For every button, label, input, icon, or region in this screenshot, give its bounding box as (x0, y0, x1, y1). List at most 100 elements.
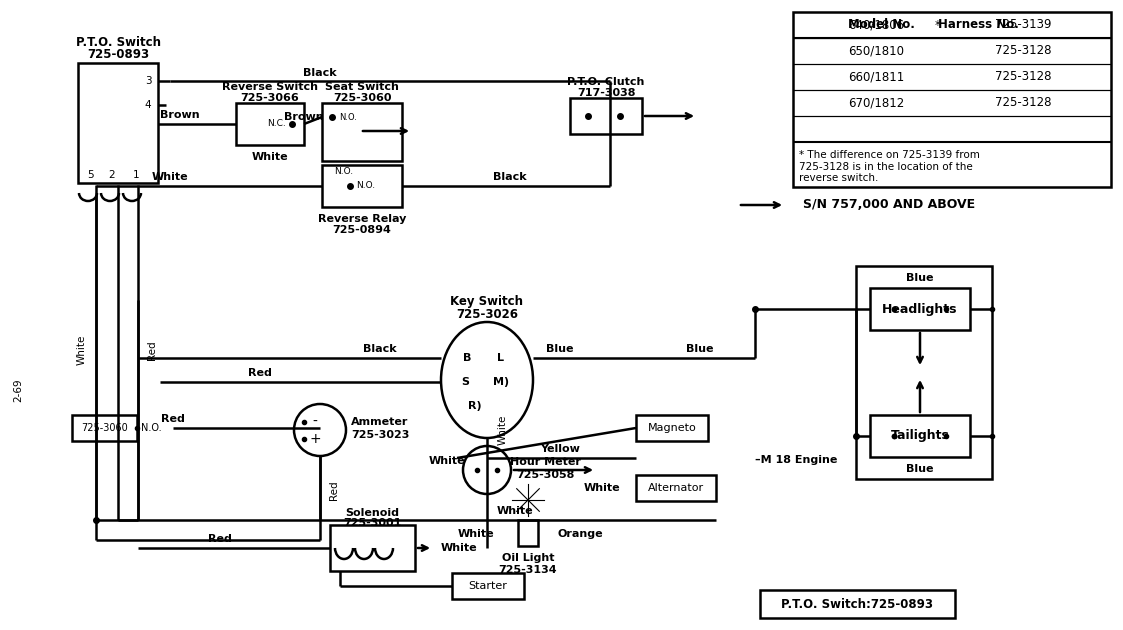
Text: 5: 5 (86, 170, 93, 180)
Text: P.T.O. Clutch: P.T.O. Clutch (567, 77, 645, 87)
Text: White: White (496, 506, 533, 516)
Text: White: White (77, 335, 86, 365)
Text: 2: 2 (109, 170, 116, 180)
Text: N.O.: N.O. (140, 423, 162, 433)
Text: Key Switch: Key Switch (450, 295, 523, 309)
Text: Hour Meter: Hour Meter (510, 457, 581, 467)
Text: N.O.: N.O. (339, 113, 357, 122)
Bar (856, 266, 992, 479)
Text: 1: 1 (133, 170, 139, 180)
Text: *: * (935, 18, 941, 32)
Bar (870, 288, 970, 330)
Text: 725-3128: 725-3128 (995, 45, 1051, 57)
Text: 4: 4 (145, 100, 152, 110)
Text: 725-3060: 725-3060 (81, 423, 128, 433)
Text: B: B (463, 353, 472, 363)
Text: 640/1806: 640/1806 (848, 18, 904, 32)
Text: 725-3128: 725-3128 (995, 96, 1051, 110)
Text: Ammeter: Ammeter (351, 417, 409, 427)
Text: Harness No.: Harness No. (938, 18, 1019, 32)
Text: Black: Black (493, 172, 527, 182)
Text: Seat Switch: Seat Switch (325, 82, 399, 92)
Text: * The difference on 725-3139 from
725-3128 is in the location of the
reverse swi: * The difference on 725-3139 from 725-31… (798, 150, 980, 183)
Bar (793, 12, 1111, 187)
Text: –M 18 Engine: –M 18 Engine (755, 455, 838, 465)
Text: White: White (497, 415, 508, 445)
Bar (870, 415, 970, 457)
Text: N.O.: N.O. (335, 166, 354, 176)
Text: Alternator: Alternator (648, 483, 704, 493)
Text: 650/1810: 650/1810 (848, 45, 904, 57)
Text: Orange: Orange (557, 529, 603, 539)
Text: 725-3060: 725-3060 (332, 93, 391, 103)
Text: N.O.: N.O. (356, 181, 375, 190)
Bar (760, 590, 955, 618)
Text: White: White (429, 456, 465, 466)
Text: 725-0893: 725-0893 (86, 49, 149, 62)
Bar (72, 415, 137, 441)
Text: Reverse Relay: Reverse Relay (318, 214, 407, 224)
Text: Solenoid: Solenoid (346, 508, 400, 518)
Text: White: White (440, 543, 477, 553)
Text: Blue: Blue (906, 273, 933, 283)
Text: Black: Black (303, 68, 337, 78)
Bar (636, 475, 716, 501)
Text: Red: Red (161, 414, 185, 424)
Text: Red: Red (329, 480, 339, 500)
Text: Magneto: Magneto (648, 423, 696, 433)
Text: 725-3001: 725-3001 (344, 518, 402, 528)
Text: Blue: Blue (906, 464, 933, 474)
Text: White: White (152, 172, 189, 182)
Text: Brown: Brown (284, 112, 323, 122)
Text: Blue: Blue (686, 344, 714, 354)
Text: Black: Black (363, 344, 396, 354)
Bar (322, 165, 402, 207)
Text: White: White (584, 483, 620, 493)
Text: Red: Red (147, 340, 157, 360)
Text: R): R) (468, 401, 482, 411)
Text: 725-3139: 725-3139 (995, 18, 1051, 32)
Text: S/N 757,000 AND ABOVE: S/N 757,000 AND ABOVE (803, 198, 975, 212)
Bar (77, 63, 158, 183)
Text: N.C.: N.C. (266, 120, 285, 129)
Text: P.T.O. Switch: P.T.O. Switch (75, 37, 161, 50)
Text: 725-3128: 725-3128 (995, 71, 1051, 84)
Text: Blue: Blue (546, 344, 574, 354)
Text: +: + (309, 432, 321, 446)
Text: 725-3066: 725-3066 (240, 93, 300, 103)
Text: 725-3058: 725-3058 (515, 470, 574, 480)
Text: Red: Red (248, 368, 272, 378)
Text: 660/1811: 660/1811 (848, 71, 904, 84)
Text: Yellow: Yellow (540, 444, 579, 454)
Bar (570, 98, 642, 134)
Bar (518, 520, 538, 546)
Bar (322, 103, 402, 161)
Text: L: L (497, 353, 504, 363)
Text: Starter: Starter (468, 581, 508, 591)
Text: 725-0894: 725-0894 (332, 225, 392, 235)
Text: 717-3038: 717-3038 (577, 88, 636, 98)
Text: Oil Light: Oil Light (502, 553, 555, 563)
Bar (636, 415, 707, 441)
Text: S: S (462, 377, 469, 387)
Text: P.T.O. Switch:725-0893: P.T.O. Switch:725-0893 (780, 597, 933, 610)
Bar (330, 525, 416, 571)
Text: 725-3026: 725-3026 (456, 307, 518, 321)
Bar (236, 103, 304, 145)
Text: -: - (312, 415, 318, 429)
Text: 670/1812: 670/1812 (848, 96, 904, 110)
Text: 725-3134: 725-3134 (499, 565, 557, 575)
Text: M): M) (493, 377, 509, 387)
Text: 3: 3 (145, 76, 152, 86)
Text: Tailights: Tailights (891, 430, 949, 442)
Text: Red: Red (208, 534, 232, 544)
Bar (451, 573, 524, 599)
Text: Model No.: Model No. (848, 18, 915, 32)
Text: Reverse Switch: Reverse Switch (222, 82, 318, 92)
Text: 725-3023: 725-3023 (350, 430, 409, 440)
Text: White: White (252, 152, 289, 162)
Text: Brown: Brown (161, 110, 200, 120)
Text: White: White (458, 529, 494, 539)
Text: Headlights: Headlights (883, 302, 958, 316)
Text: 2-69: 2-69 (13, 378, 22, 402)
